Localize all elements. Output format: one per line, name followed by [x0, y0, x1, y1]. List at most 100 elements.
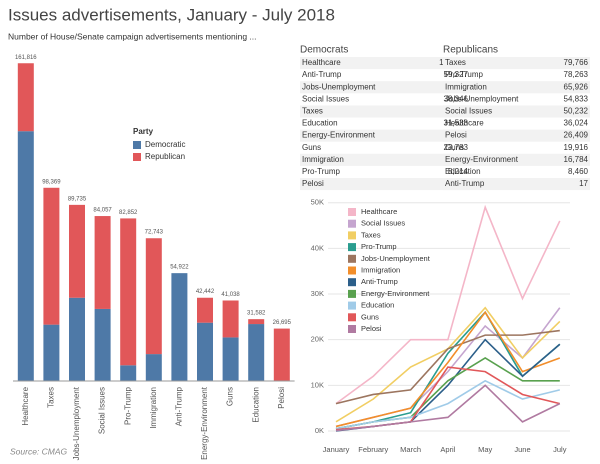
bar-segment — [248, 324, 265, 381]
row-value: 23,783 — [444, 143, 469, 152]
x-tick-label: April — [440, 445, 455, 454]
y-tick-label: 50K — [311, 198, 324, 207]
row-value: 78,263 — [564, 70, 589, 79]
row-value: 79,766 — [564, 58, 589, 67]
bar-segment — [17, 63, 34, 132]
bar-segment — [94, 308, 111, 381]
row-label: Taxes — [302, 107, 323, 116]
row-value: 38,346 — [444, 94, 469, 103]
row-label: Anti-Trump — [445, 179, 485, 188]
legend-label: Taxes — [361, 230, 381, 239]
legend-label: Education — [361, 301, 394, 310]
legend-swatch — [348, 301, 356, 310]
y-tick-label: 40K — [311, 243, 324, 252]
legend-swatch — [348, 325, 356, 333]
total-label: 89,735 — [68, 196, 87, 202]
x-tick-label: Pelosi — [277, 387, 286, 409]
x-tick-label: January — [323, 445, 350, 454]
bar-segment — [120, 365, 137, 381]
row-bg — [443, 178, 590, 191]
y-tick-label: 10K — [311, 380, 324, 389]
row-value: 31,533 — [444, 119, 469, 128]
y-tick-label: 30K — [311, 289, 324, 298]
row-label: Immigration — [302, 155, 344, 164]
bar-segment — [145, 354, 162, 381]
bar-segment — [222, 300, 239, 338]
legend-label: Jobs-Unemployment — [361, 254, 431, 263]
legend-label: Energy-Environment — [361, 289, 430, 298]
y-tick-label: 0K — [315, 426, 324, 435]
legend-title: Party — [133, 127, 154, 136]
legend-label: Immigration — [361, 265, 400, 274]
total-label: 54,922 — [170, 265, 189, 271]
row-label: Pro-Trump — [302, 167, 340, 176]
legend-swatch — [133, 153, 141, 161]
row-value: 8,460 — [568, 167, 589, 176]
legend-swatch — [348, 289, 356, 298]
legend-swatch — [348, 231, 356, 240]
row-bg — [443, 81, 590, 94]
series-line — [335, 204, 561, 405]
bar-segment — [171, 273, 188, 381]
legend-label: Pro-Trump — [361, 242, 397, 251]
total-label: 84,057 — [93, 208, 112, 214]
row-bg — [443, 57, 590, 70]
row-bg — [300, 153, 470, 166]
row-label: Taxes — [445, 58, 466, 67]
x-tick-label: Healthcare — [21, 386, 30, 425]
row-value: 17 — [579, 179, 588, 188]
bar-segment — [145, 238, 162, 355]
total-label: 31,582 — [247, 311, 266, 317]
bar-segment — [120, 218, 137, 366]
legend-swatch — [348, 266, 356, 275]
legend-label: Pelosi — [361, 324, 382, 333]
bar-segment — [69, 204, 85, 298]
row-value: 65,926 — [564, 82, 589, 91]
bar-segment — [43, 324, 60, 381]
x-tick-label: March — [400, 445, 421, 454]
series-line — [335, 379, 560, 430]
source: Source: CMAG — [10, 446, 68, 456]
row-label: Energy-Environment — [445, 155, 519, 164]
x-tick-label: June — [514, 445, 530, 454]
row-bg — [300, 178, 470, 191]
legend-label: Social Issues — [361, 219, 405, 228]
subtitle: Number of House/Senate campaign advertis… — [8, 31, 257, 41]
legend-label: Guns — [361, 312, 379, 321]
table-title: Republicans — [443, 45, 498, 56]
legend-swatch — [348, 313, 356, 322]
row-value: 16,784 — [564, 155, 589, 164]
row-label: Education — [445, 167, 481, 176]
legend-swatch — [348, 254, 356, 263]
row-label: Pelosi — [302, 179, 324, 188]
row-label: Pro-Trump — [445, 70, 483, 79]
bar-segment — [248, 319, 265, 325]
row-value: 8,214 — [448, 167, 469, 176]
bar-segment — [197, 322, 213, 381]
x-tick-label: July — [553, 445, 567, 454]
row-label: Social Issues — [445, 107, 492, 116]
row-bg — [300, 57, 470, 70]
total-label: 26,695 — [273, 320, 292, 326]
legend-label: Healthcare — [361, 207, 397, 216]
x-tick-label: Jobs-Unemployment — [72, 386, 81, 460]
x-tick-label: Taxes — [47, 387, 56, 408]
legend-swatch — [348, 208, 356, 216]
row-bg — [300, 129, 470, 142]
x-tick-label: Pro-Trump — [123, 386, 132, 424]
row-value: 19,916 — [564, 143, 589, 152]
row-label: Jobs-Unemployment — [302, 82, 376, 91]
row-label: Healthcare — [445, 119, 484, 128]
x-tick-label: Anti-Trump — [175, 386, 184, 426]
total-label: 42,442 — [196, 289, 215, 295]
bar-segment — [273, 328, 290, 381]
row-value: 36,024 — [564, 119, 589, 128]
legend-label: Anti-Trump — [361, 277, 398, 286]
bar-segment — [94, 216, 111, 309]
total-label: 72,743 — [145, 230, 164, 236]
row-value: 59,327 — [444, 70, 469, 79]
row-label: Anti-Trump — [302, 70, 342, 79]
title: Issues advertisements, January - July 20… — [8, 5, 335, 24]
row-value: 50,232 — [564, 107, 589, 116]
